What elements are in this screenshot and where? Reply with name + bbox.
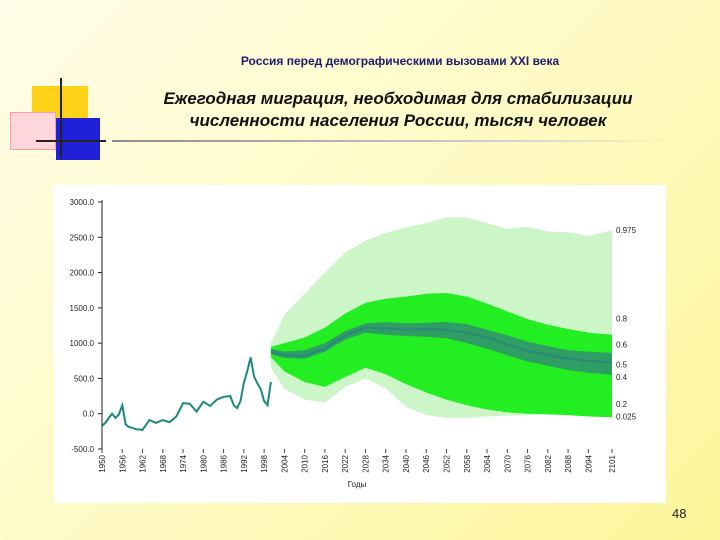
x-tick-label: 2046 [422,454,431,472]
x-tick-label: 1974 [179,454,188,472]
band-label: 0.975 [616,226,637,235]
x-tick-label: 1998 [260,454,269,472]
y-tick-label: -500.0 [71,445,94,454]
y-tick-label: 2500.0 [70,233,95,242]
decor-blue-square [56,118,100,160]
band-label: 0.4 [616,373,628,382]
x-tick-label: 1956 [118,454,127,472]
median-line [270,326,613,364]
y-tick-label: 1500.0 [70,304,95,313]
x-tick-label: 2070 [503,454,512,472]
slide-title-line-1: Ежегодная миграция, необходимая для стаб… [163,89,633,108]
decor-pink-square [10,112,56,150]
y-tick-label: 1000.0 [70,339,95,348]
title-underline [112,140,672,142]
history-line [101,357,272,431]
x-tick-label: 2040 [402,454,411,472]
decor-vertical-line [60,78,62,158]
x-tick-label: 2082 [544,454,553,472]
x-tick-label: 2058 [463,454,472,472]
band-label: 0.5 [616,360,628,369]
band-04-06 [270,322,612,375]
y-tick-label: 0.0 [83,410,95,419]
x-tick-label: 1986 [220,454,229,472]
x-tick-label: 2034 [382,454,391,472]
x-tick-label: 2028 [361,454,370,472]
x-tick-label: 2064 [483,454,492,472]
band-label: 0.025 [616,413,637,422]
decor-horizontal-line [36,140,106,142]
x-tick-label: 2016 [321,454,330,472]
x-tick-label: 1968 [159,454,168,472]
x-tick-label: 2088 [564,454,573,472]
migration-chart: 3000.0 2500.0 2000.0 1500.0 1000.0 500.0 0.0 -5… [70,198,637,489]
x-tick-label: 2022 [341,454,350,472]
x-tick-label: 2010 [301,454,310,472]
band-02-08 [270,293,612,418]
band-label: 0.2 [616,400,628,409]
x-tick-label: 2101 [608,454,617,472]
y-tick-label: 3000.0 [70,198,95,207]
x-tick-label: 1962 [139,454,148,472]
x-tick-label: 2052 [443,454,452,472]
y-tick-label: 2000.0 [70,269,95,278]
x-tick-label: 2094 [584,454,593,472]
band-label: 0.8 [616,314,628,323]
slide-title-line-2: численности населения России, тысяч чело… [189,111,607,130]
x-tick-label: 1950 [98,454,107,472]
page-number: 48 [672,506,687,521]
x-tick-label: 2076 [524,454,533,472]
x-tick-label: 1980 [199,454,208,472]
x-tick-label: 2004 [280,454,289,472]
slide-title: Ежегодная миграция, необходимая для стаб… [118,88,678,132]
band-label: 0.6 [616,341,628,350]
slide-supertitle: Россия перед демографическими вызовами X… [240,54,560,68]
x-axis-label: Годы [348,480,367,489]
chart-panel: 3000.0 2500.0 2000.0 1500.0 1000.0 500.0 0.0 -5… [54,185,666,503]
x-tick-label: 1992 [240,454,249,472]
y-tick-label: 500.0 [74,374,95,383]
